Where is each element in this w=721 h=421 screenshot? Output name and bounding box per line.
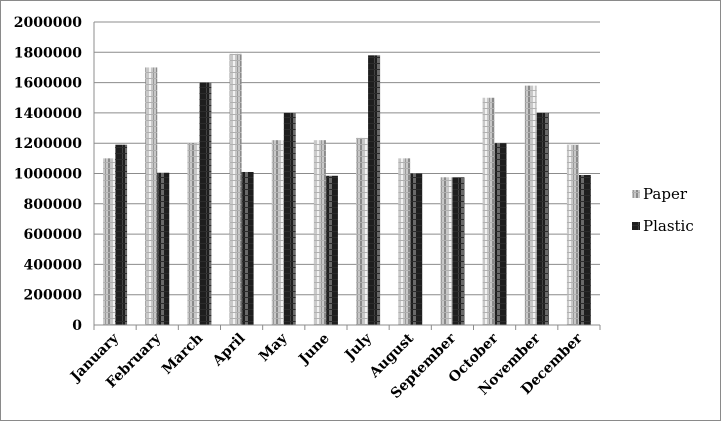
x-tick-label: June bbox=[295, 330, 333, 368]
bar-plastic-december bbox=[578, 175, 591, 325]
y-tick-label: 600000 bbox=[24, 227, 83, 243]
bar-plastic-january bbox=[115, 144, 128, 325]
bar-plastic-may bbox=[283, 112, 296, 326]
y-tick-label: 2000000 bbox=[14, 15, 82, 31]
x-tick-label: April bbox=[209, 331, 248, 370]
bar-plastic-february bbox=[157, 172, 170, 325]
y-axis: 0 200000 400000 600000 800000 1000000 1200000 1… bbox=[14, 15, 95, 334]
bars bbox=[103, 53, 591, 326]
bar-paper-december bbox=[566, 144, 579, 325]
y-tick-label: 800000 bbox=[24, 197, 83, 213]
bar-plastic-april bbox=[241, 171, 254, 325]
bar-plastic-august bbox=[410, 173, 423, 325]
y-tick-label: 1800000 bbox=[14, 45, 82, 61]
bar-paper-may bbox=[271, 140, 284, 325]
bar-paper-february bbox=[145, 67, 158, 325]
x-tick-label: July bbox=[341, 330, 376, 365]
y-tick-label: 400000 bbox=[24, 257, 83, 273]
bar-paper-january bbox=[103, 158, 116, 325]
bar-paper-september bbox=[440, 177, 453, 325]
bar-plastic-october bbox=[494, 143, 507, 325]
bar-paper-november bbox=[524, 85, 537, 325]
legend-swatch-plastic bbox=[632, 222, 640, 230]
bar-plastic-june bbox=[325, 175, 338, 325]
y-tick-label: 1000000 bbox=[14, 167, 82, 183]
bar-paper-august bbox=[398, 158, 411, 325]
bar-plastic-november bbox=[536, 112, 549, 326]
legend: Paper Plastic bbox=[632, 185, 694, 235]
bar-plastic-march bbox=[199, 82, 212, 325]
gridlines bbox=[94, 21, 600, 326]
bar-paper-april bbox=[229, 53, 242, 325]
bar-plastic-july bbox=[368, 55, 381, 326]
legend-label-plastic: Plastic bbox=[643, 217, 694, 235]
bar-paper-july bbox=[356, 137, 369, 325]
y-tick-label: 1200000 bbox=[14, 136, 82, 152]
bar-paper-march bbox=[187, 143, 200, 325]
y-tick-label: 0 bbox=[72, 318, 82, 334]
x-tick-label: May bbox=[256, 330, 291, 365]
bar-paper-june bbox=[313, 140, 326, 325]
y-tick-label: 200000 bbox=[24, 288, 83, 304]
legend-label-paper: Paper bbox=[643, 185, 688, 203]
bar-plastic-september bbox=[452, 177, 465, 325]
y-tick-label: 1400000 bbox=[14, 106, 82, 122]
x-tick-label: March bbox=[159, 331, 206, 378]
y-tick-label: 1600000 bbox=[14, 76, 82, 92]
bar-paper-october bbox=[482, 97, 495, 325]
legend-swatch-paper bbox=[632, 190, 640, 198]
